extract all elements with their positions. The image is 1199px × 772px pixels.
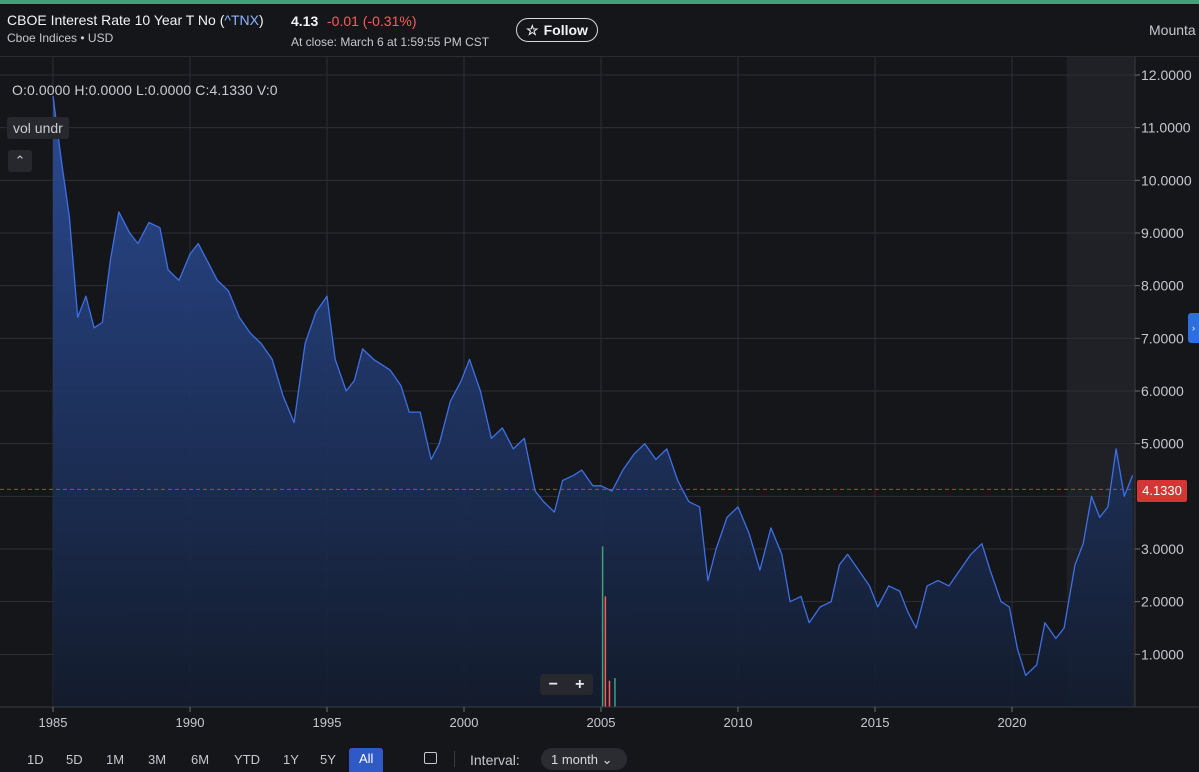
- price-chart[interactable]: 12.0000 11.0000 10.0000 9.0000 8.0000 7.0000 6…: [0, 57, 1199, 743]
- y-tick-label: 5.0000: [1141, 436, 1184, 452]
- y-tick-label: 7.0000: [1141, 330, 1184, 346]
- side-panel-toggle[interactable]: ›: [1188, 313, 1199, 343]
- x-tick-label: 1995: [313, 715, 342, 730]
- price-change: -0.01 (-0.31%): [327, 13, 416, 29]
- range-all[interactable]: All: [349, 748, 383, 772]
- chart-area[interactable]: 12.0000 11.0000 10.0000 9.0000 8.0000 7.0000 6…: [0, 57, 1199, 743]
- chevron-up-icon: ⌃: [15, 153, 26, 169]
- star-icon: ☆: [526, 22, 539, 39]
- follow-button[interactable]: ☆ Follow: [516, 18, 598, 42]
- zoom-out-button[interactable]: −: [549, 676, 558, 694]
- volume-bar: [609, 681, 611, 707]
- y-tick-label: 3.0000: [1141, 541, 1184, 557]
- y-tick-label: 10.0000: [1141, 172, 1192, 188]
- y-tick-label: 6.0000: [1141, 383, 1184, 399]
- x-tick-label: 2010: [724, 715, 753, 730]
- y-tick-label: 11.0000: [1141, 120, 1191, 136]
- timezone-label: Mounta: [1149, 22, 1196, 38]
- volume-bar: [605, 596, 607, 707]
- y-tick-label: 12.0000: [1141, 67, 1192, 83]
- ticker-symbol[interactable]: ^TNX: [224, 12, 259, 28]
- ohlc-legend: O:0.0000 H:0.0000 L:0.0000 C:4.1330 V:0: [12, 82, 278, 98]
- x-tick-label: 1985: [39, 715, 68, 730]
- y-tick-label: 8.0000: [1141, 278, 1184, 294]
- quote-header: CBOE Interest Rate 10 Year T No (^TNX) C…: [0, 4, 1199, 57]
- close-time: At close: March 6 at 1:59:55 PM CST: [291, 35, 489, 49]
- x-tick-label: 2000: [450, 715, 479, 730]
- chevron-right-icon: ›: [1192, 323, 1195, 333]
- volume-bar: [602, 546, 604, 707]
- exchange-info: Cboe Indices • USD: [7, 31, 113, 45]
- volume-bar: [614, 678, 616, 707]
- range-bar: 1D 5D 1M 3M 6M YTD 1Y 5Y All Interval: 1…: [0, 743, 1199, 765]
- interval-label: Interval:: [470, 752, 520, 768]
- y-tick-label: 1.0000: [1141, 646, 1184, 662]
- y-tick-label: 2.0000: [1141, 594, 1184, 610]
- x-tick-label: 2015: [861, 715, 890, 730]
- last-price: 4.13: [291, 13, 318, 29]
- series-area: [53, 96, 1133, 707]
- zoom-controls: − +: [540, 674, 593, 695]
- x-tick-label: 1990: [176, 715, 205, 730]
- calendar-icon[interactable]: [424, 752, 437, 764]
- follow-label: Follow: [544, 22, 588, 38]
- y-tick-label: 9.0000: [1141, 225, 1184, 241]
- x-tick-label: 2005: [587, 715, 616, 730]
- last-price-axis-label: 4.1330: [1137, 480, 1187, 502]
- collapse-legend-button[interactable]: ⌃: [8, 150, 32, 172]
- zoom-in-button[interactable]: +: [575, 676, 584, 694]
- instrument-name: CBOE Interest Rate 10 Year T No (^TNX): [7, 12, 264, 28]
- x-tick-label: 2020: [998, 715, 1027, 730]
- volume-indicator-toggle[interactable]: vol undr: [7, 117, 69, 139]
- interval-select[interactable]: 1 month ⌄: [541, 748, 627, 770]
